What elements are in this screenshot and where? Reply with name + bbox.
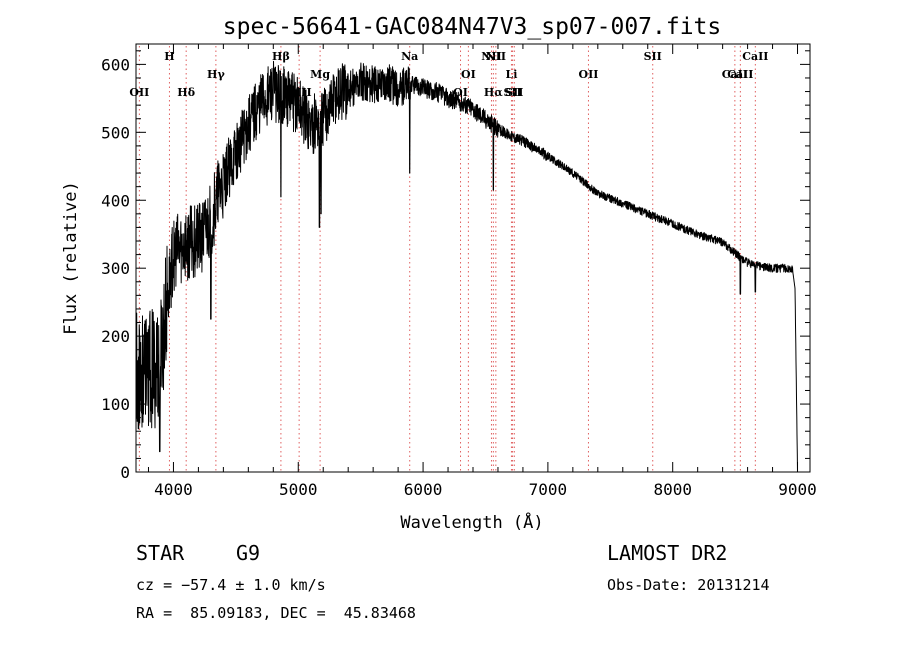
- spectral-line-markers: OIIHHδHγHβOIIIMgNaOIOINIIHαNIILiSIISIIOI…: [129, 46, 768, 472]
- spectral-line-label-7: Na: [401, 50, 418, 63]
- spectral-line-label-0: OII: [129, 86, 149, 99]
- x-tick-label-5: 9000: [778, 480, 817, 499]
- axis-ticks: 4000 5000 6000 7000 8000 9000 0 100 200 300 400 500…: [101, 44, 817, 499]
- y-tick-label-4: 400: [101, 191, 130, 210]
- spectral-line-label-6: Mg: [310, 68, 330, 81]
- y-tick-label-0: 0: [120, 463, 130, 482]
- spectral-line-label-19: CaII: [727, 68, 753, 81]
- spectral-line-label-3: Hγ: [207, 68, 225, 81]
- spectral-line-label-18: CaII: [722, 68, 748, 81]
- x-axis-title: Wavelength (Å): [400, 511, 543, 533]
- spectrum-series: [135, 60, 798, 473]
- x-tick-label-1: 5000: [279, 480, 318, 499]
- y-tick-label-1: 100: [101, 395, 130, 414]
- y-tick-label-5: 500: [101, 123, 130, 142]
- spectral-line-label-10: NII: [481, 50, 501, 63]
- spectrum-line: [135, 60, 798, 473]
- spectral-line-label-4: Hβ: [272, 50, 290, 63]
- coordinates-text: RA = 85.09183, DEC = 45.83468: [136, 604, 416, 622]
- x-tick-label-4: 8000: [653, 480, 692, 499]
- y-tick-label-3: 300: [101, 259, 130, 278]
- spectral-line-label-2: Hδ: [177, 86, 195, 99]
- spectral-line-label-17: SII: [644, 50, 662, 63]
- x-tick-label-3: 7000: [529, 480, 568, 499]
- y-tick-label-2: 200: [101, 327, 130, 346]
- redshift-text: cz = −57.4 ± 1.0 km/s: [136, 576, 326, 594]
- spectral-line-label-20: CaII: [742, 50, 768, 63]
- spectral-line-label-13: Li: [505, 68, 517, 81]
- spectral-line-label-14: SII: [503, 86, 521, 99]
- spectral-line-label-9: OI: [461, 68, 476, 81]
- spectral-line-label-11: Hα: [484, 86, 503, 99]
- survey-label: LAMOST DR2: [607, 541, 728, 565]
- y-tick-label-6: 600: [101, 55, 130, 74]
- spectral-line-label-15: SII: [505, 86, 523, 99]
- spectral-line-label-16: OII: [579, 68, 599, 81]
- spectral-line-label-1: H: [164, 50, 174, 63]
- y-axis-title: Flux (relative): [61, 181, 81, 335]
- obs-date: Obs-Date: 20131214: [607, 576, 770, 594]
- x-tick-label-2: 6000: [404, 480, 443, 499]
- spectral-subclass: G9: [236, 541, 261, 565]
- x-tick-label-0: 4000: [154, 480, 193, 499]
- spectral-line-label-12: NII: [486, 50, 506, 63]
- chart-title: spec-56641-GAC084N47V3_sp07-007.fits: [223, 14, 722, 40]
- object-type: STAR: [136, 541, 185, 565]
